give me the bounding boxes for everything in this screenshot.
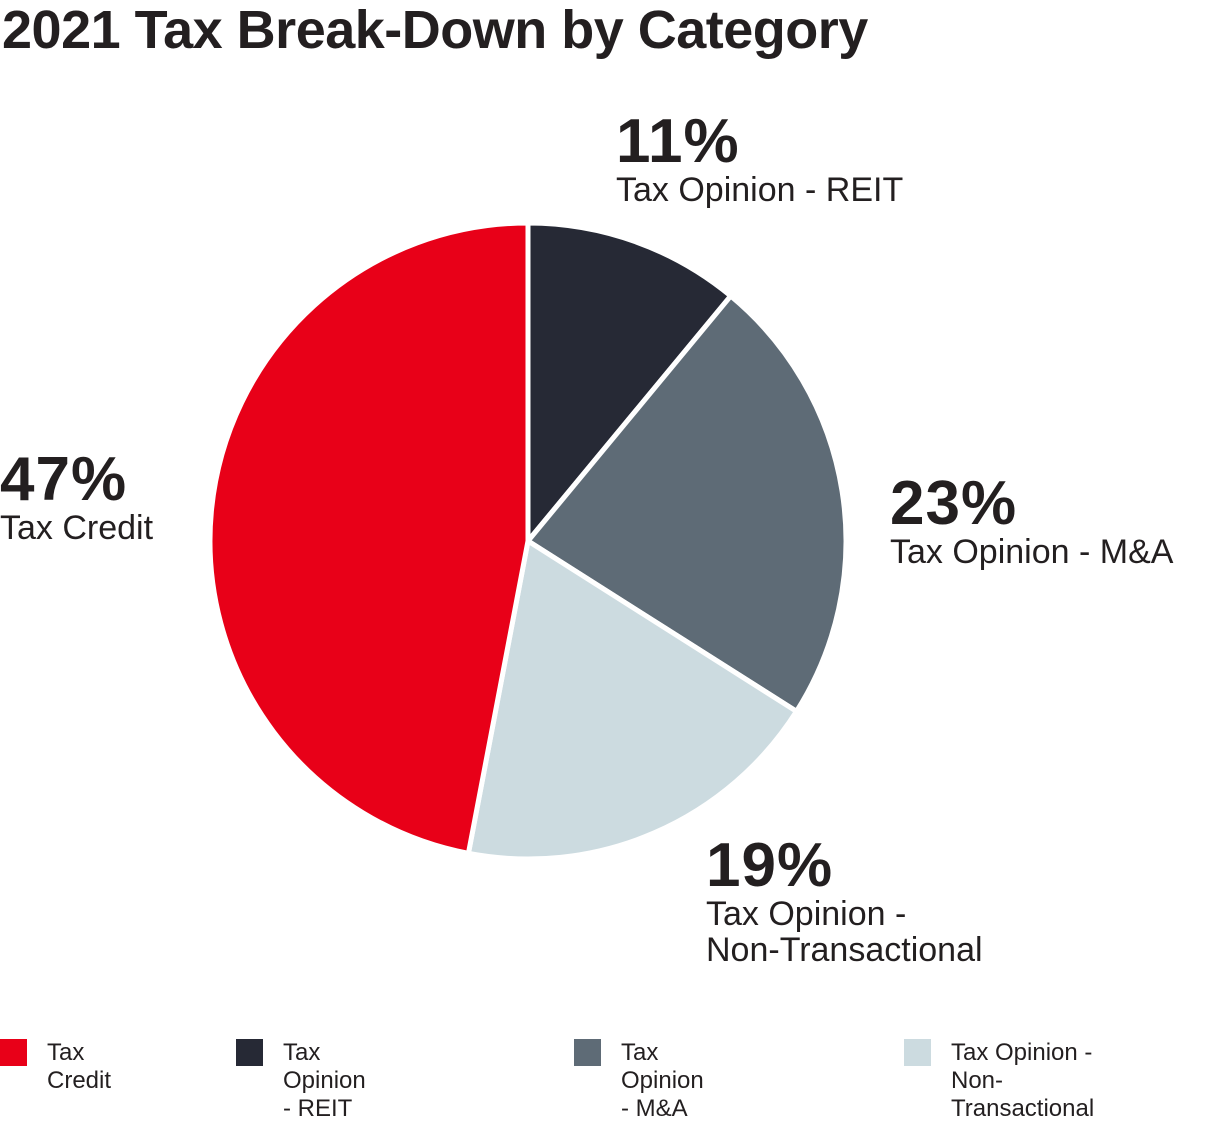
chart-title: 2021 Tax Break-Down by Category bbox=[2, 0, 868, 60]
slice-label-non-transactional: 19% Tax Opinion - Non-Transactional bbox=[706, 831, 983, 969]
slice-percent-reit: 11% bbox=[616, 107, 740, 176]
legend-swatch-reit bbox=[236, 1039, 263, 1066]
slice-name-ma: Tax Opinion - M&A bbox=[890, 533, 1174, 571]
legend-label-reit: Tax Opinion - REIT bbox=[283, 1039, 366, 1122]
slice-label-reit: 11% Tax Opinion - REIT bbox=[616, 107, 904, 209]
pie-slice-tax-opinion-m-a bbox=[525, 293, 849, 714]
slice-name-tax-credit: Tax Credit bbox=[0, 509, 154, 547]
pie-slice-tax-opinion-reit bbox=[525, 220, 734, 544]
legend-swatch-non-transactional bbox=[904, 1039, 931, 1066]
legend-label-non-transactional: Tax Opinion - Non-Transactional bbox=[951, 1039, 1095, 1122]
legend-label-tax-credit: Tax Credit bbox=[47, 1039, 112, 1094]
legend-label-ma: Tax Opinion - M&A bbox=[621, 1039, 704, 1122]
pie-slice-tax-opinion-non-transactional bbox=[465, 538, 799, 862]
slice-percent-ma: 23% bbox=[890, 469, 1018, 538]
slice-label-ma: 23% Tax Opinion - M&A bbox=[890, 469, 1174, 571]
slice-percent-non-transactional: 19% bbox=[706, 831, 834, 900]
slice-name-non-transactional: Tax Opinion - Non-Transactional bbox=[706, 895, 983, 969]
pie-slice-tax-credit bbox=[207, 220, 531, 856]
slice-percent-tax-credit: 47% bbox=[0, 445, 128, 514]
legend-swatch-tax-credit bbox=[0, 1039, 27, 1066]
chart-legend: Tax Credit Tax Opinion - REIT Tax Opinio… bbox=[0, 1039, 1210, 1122]
slice-label-tax-credit: 47% Tax Credit bbox=[0, 445, 154, 547]
slice-name-reit: Tax Opinion - REIT bbox=[616, 171, 904, 209]
legend-swatch-ma bbox=[574, 1039, 601, 1066]
